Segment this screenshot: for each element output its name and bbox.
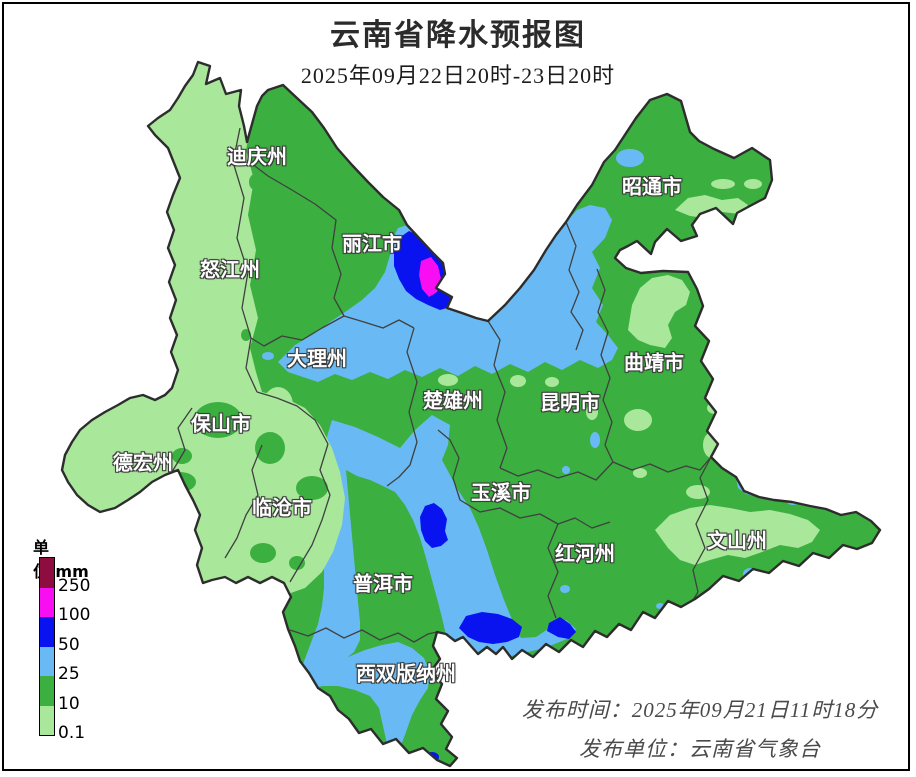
fill-25-50mm-north-band xyxy=(278,205,618,382)
region-label: 曲靖市 xyxy=(624,350,684,375)
legend-value: 10 xyxy=(58,693,80,714)
legend-swatch xyxy=(40,705,54,735)
region-label: 玉溪市 xyxy=(471,480,531,505)
fill-25-50mm-xishuangbanna xyxy=(302,642,430,756)
publish-time: 发布时间：2025年09月21日11时18分 xyxy=(521,698,879,722)
legend-swatch xyxy=(40,646,54,676)
page-title: 云南省降水预报图 xyxy=(330,18,586,53)
region-label: 大理州 xyxy=(287,346,347,371)
region-label: 文山州 xyxy=(707,528,767,553)
region-label: 丽江市 xyxy=(342,231,402,256)
legend-swatch xyxy=(40,676,54,706)
legend-swatch xyxy=(40,558,54,588)
region-label: 迪庆州 xyxy=(227,144,287,169)
region-label: 楚雄州 xyxy=(423,388,483,413)
region-label: 保山市 xyxy=(191,411,251,436)
region-label: 昆明市 xyxy=(540,390,600,415)
region-label: 昭通市 xyxy=(622,174,682,199)
legend-value: 25 xyxy=(58,664,80,684)
legend-color-bar xyxy=(39,557,55,736)
region-label: 普洱市 xyxy=(353,571,413,596)
legend-swatch xyxy=(40,617,54,647)
region-label: 临沧市 xyxy=(252,495,312,520)
region-label: 西双版纳州 xyxy=(356,661,456,686)
region-label: 德宏州 xyxy=(113,450,173,475)
title-block: 云南省降水预报图 2025年09月22日20时-23日20时 xyxy=(0,10,916,90)
forecast-period: 2025年09月22日20时-23日20时 xyxy=(300,63,616,88)
province-outline xyxy=(60,60,882,768)
prefecture-boundaries xyxy=(156,127,712,643)
legend-swatch xyxy=(40,587,54,617)
publish-info: 发布时间：2025年09月21日11时18分 发布单位：云南省气象台 xyxy=(498,694,902,772)
region-label: 红河州 xyxy=(555,541,615,566)
legend-value: 100 xyxy=(58,605,91,625)
publish-unit: 发布单位：云南省气象台 xyxy=(579,737,821,761)
region-label: 怒江州 xyxy=(200,257,260,282)
legend-value: 0.1 xyxy=(58,723,86,743)
legend-value: 250 xyxy=(58,575,91,596)
legend-value: 50 xyxy=(58,634,80,655)
